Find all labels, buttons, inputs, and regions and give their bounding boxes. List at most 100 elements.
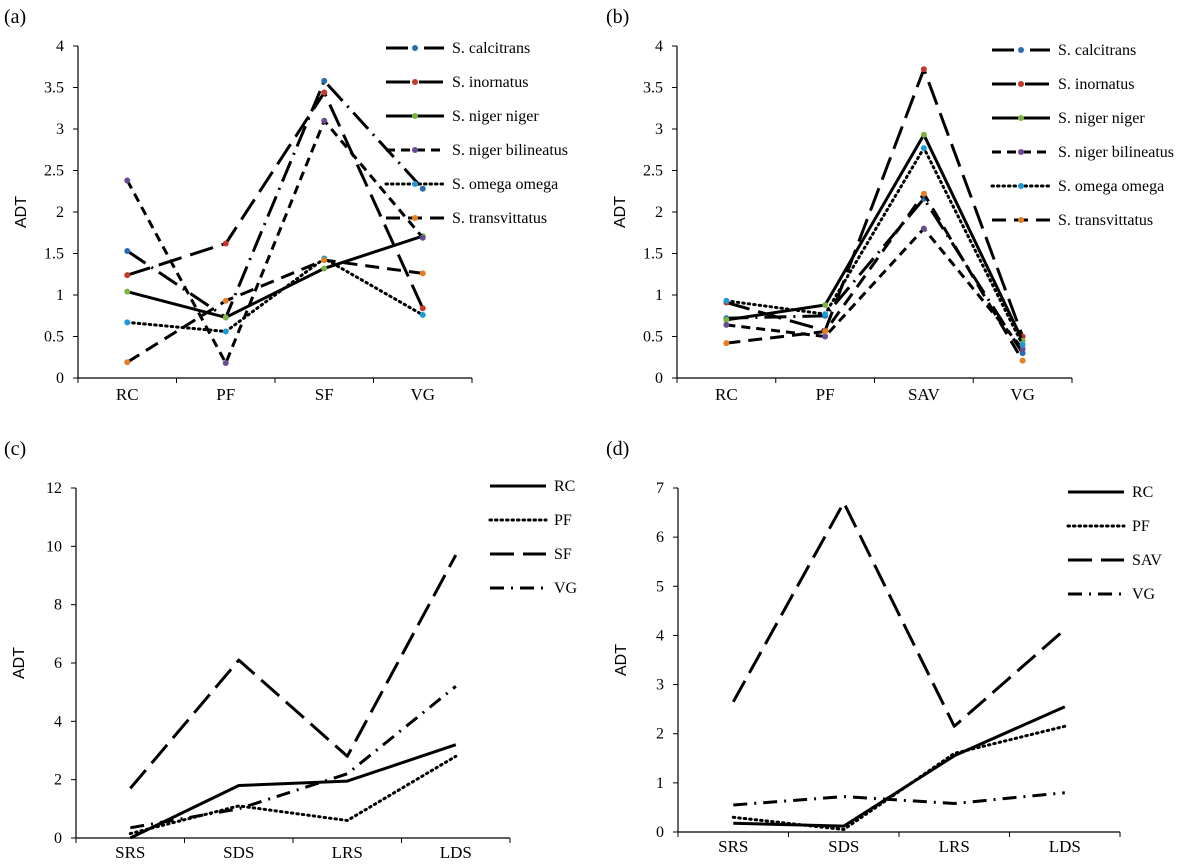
data-point — [1019, 345, 1026, 352]
y-tick-label: 6 — [54, 655, 62, 672]
y-tick-label: 0 — [56, 370, 64, 387]
data-point — [321, 77, 328, 84]
series-line — [731, 724, 1067, 831]
legend-marker — [1018, 47, 1024, 53]
data-point — [723, 297, 730, 304]
legend-label: S. niger niger — [452, 108, 539, 125]
series-line — [731, 501, 1066, 728]
y-tick-label: 0 — [655, 370, 663, 387]
series-line — [726, 133, 1024, 342]
legend-marker — [412, 79, 418, 85]
data-point — [419, 311, 426, 318]
y-tick-label: 0 — [656, 824, 664, 841]
y-axis-label: ADT — [612, 196, 629, 228]
y-tick-label: 2 — [54, 772, 62, 789]
data-point — [920, 190, 927, 197]
data-point — [222, 297, 229, 304]
x-tick-label: SAV — [908, 385, 941, 404]
y-tick-label: 4 — [54, 713, 62, 730]
y-tick-label: 5 — [656, 578, 664, 595]
y-tick-label: 2.5 — [643, 163, 663, 180]
legend-label: PF — [1132, 518, 1150, 535]
data-point — [222, 240, 229, 247]
panel-label: (a) — [4, 6, 27, 28]
y-tick-label: 3.5 — [44, 80, 64, 97]
data-point — [723, 316, 730, 323]
series-line — [733, 791, 1065, 807]
y-axis-label: ADT — [13, 196, 30, 228]
y-tick-label: 7 — [656, 480, 664, 497]
chart-a: 0 0.5 1 1.5 2 2.5 3 3.5 4 RC PF SF VG ADT S. calcitran… — [13, 38, 568, 404]
data-point — [920, 131, 927, 138]
series-line — [129, 743, 457, 840]
y-tick-label: 0 — [54, 830, 62, 847]
legend-marker — [1018, 217, 1024, 223]
x-tick-label: LDS — [440, 843, 472, 862]
y-tick-label: 4 — [56, 38, 64, 55]
legend-label: SAV — [1132, 552, 1162, 569]
legend-label: VG — [554, 580, 578, 597]
y-tick-label: 2 — [655, 204, 663, 221]
series-line — [725, 67, 1025, 338]
x-tick-label: PF — [216, 385, 235, 404]
legend-label: S. inornatus — [1058, 76, 1134, 93]
series-line — [126, 258, 424, 364]
legend-label: S. omega omega — [1058, 178, 1164, 195]
legend-label: RC — [554, 478, 575, 495]
series-line — [125, 257, 425, 333]
data-point — [723, 340, 730, 347]
data-point — [321, 117, 328, 124]
panel-b: (b) 0 0.5 1 1.5 2 2.5 3 3.5 4 RC PF SAV VG ADT S. calc… — [600, 0, 1200, 420]
data-point — [124, 177, 131, 184]
series-line — [126, 234, 424, 319]
data-point — [124, 288, 131, 295]
legend-label: S. inornatus — [452, 74, 528, 91]
y-tick-label: 12 — [46, 480, 62, 497]
y-tick-label: 3 — [56, 121, 64, 138]
x-tick-label: VG — [1010, 385, 1035, 404]
data-point — [419, 305, 426, 312]
x-tick-label: SRS — [115, 843, 145, 862]
y-tick-label: 1.5 — [643, 246, 663, 263]
y-tick-label: 3.5 — [643, 80, 663, 97]
x-tick-label: SRS — [718, 837, 748, 856]
legend-label: S. transvittatus — [1058, 212, 1153, 229]
data-point — [1019, 357, 1026, 364]
y-tick-label: 4 — [656, 627, 664, 644]
y-tick-label: 1.5 — [44, 246, 64, 263]
y-tick-label: 1 — [655, 287, 663, 304]
legend-label: S. niger niger — [1058, 110, 1145, 127]
legend-label: S. calcitrans — [452, 40, 530, 57]
data-point — [419, 270, 426, 277]
data-point — [1019, 341, 1026, 348]
y-tick-label: 0.5 — [44, 329, 64, 346]
data-point — [419, 185, 426, 192]
data-point — [822, 301, 829, 308]
data-point — [222, 360, 229, 367]
data-point — [419, 234, 426, 241]
data-point — [920, 66, 927, 73]
legend-label: S. transvittatus — [452, 210, 547, 227]
legend-marker — [412, 147, 418, 153]
legend-label: SF — [554, 546, 572, 563]
y-tick-label: 10 — [46, 538, 62, 555]
legend-label: RC — [1132, 484, 1153, 501]
legend-label: PF — [554, 512, 572, 529]
legend-marker — [412, 215, 418, 221]
legend-label: VG — [1132, 586, 1156, 603]
series-line — [126, 79, 424, 319]
legend-marker — [1018, 115, 1024, 121]
data-point — [920, 225, 927, 232]
chart-d: 0 1 2 3 4 5 6 7 SRS SDS LRS LDS ADT RC PF SAV VG — [613, 480, 1162, 856]
y-tick-label: 3 — [656, 677, 664, 694]
series-line — [129, 554, 458, 790]
y-tick-label: 8 — [54, 597, 62, 614]
series-line — [126, 91, 425, 309]
data-point — [321, 257, 328, 264]
y-tick-label: 1 — [656, 775, 664, 792]
panel-label: (b) — [606, 6, 630, 28]
legend-label: S. omega omega — [452, 176, 558, 193]
data-point — [920, 145, 927, 152]
panel-d: (d) 0 1 2 3 4 5 6 7 SRS SDS LRS LDS ADT RC PF SAV VG — [600, 430, 1200, 866]
legend-label: S. niger bilineatus — [1058, 144, 1174, 161]
